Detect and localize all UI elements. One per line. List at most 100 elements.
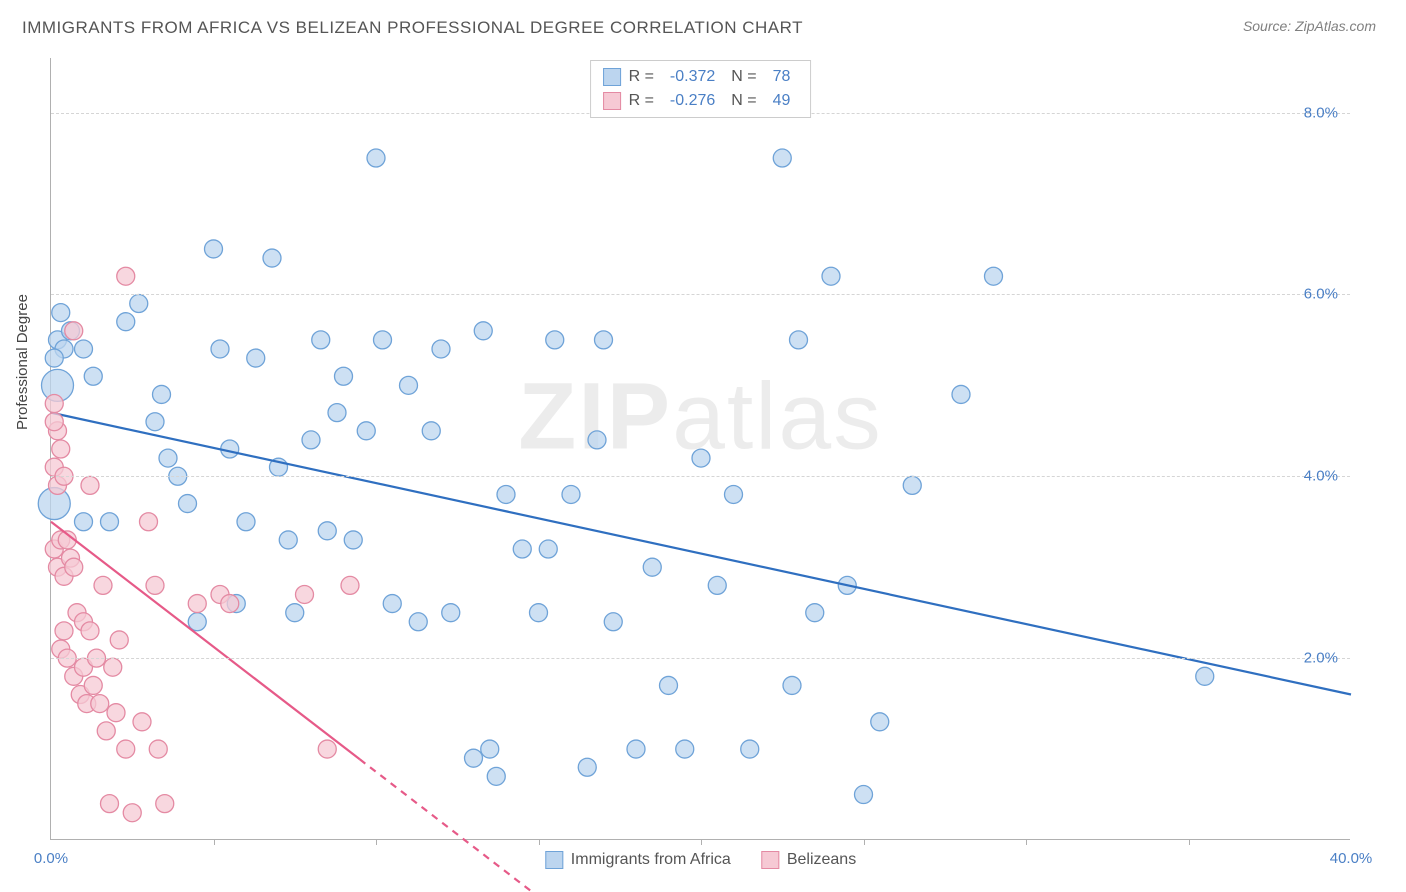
legend-item: Immigrants from Africa [545, 851, 731, 869]
data-point [790, 331, 808, 349]
data-point [513, 540, 531, 558]
data-point [97, 722, 115, 740]
data-point [130, 295, 148, 313]
data-point [65, 322, 83, 340]
data-point [442, 604, 460, 622]
data-point [156, 795, 174, 813]
data-point [110, 631, 128, 649]
data-point [237, 513, 255, 531]
legend-stat-row: R =-0.372N =78 [603, 65, 799, 89]
data-point [481, 740, 499, 758]
data-point [286, 604, 304, 622]
data-point [117, 313, 135, 331]
data-point [75, 340, 93, 358]
data-point [741, 740, 759, 758]
legend-swatch [603, 68, 621, 86]
data-point [422, 422, 440, 440]
y-tick-label: 4.0% [1304, 468, 1338, 485]
r-label: R = [629, 65, 654, 89]
data-point [335, 367, 353, 385]
x-tick [539, 839, 540, 845]
data-point [205, 240, 223, 258]
legend-swatch [761, 851, 779, 869]
data-point [221, 595, 239, 613]
data-point [159, 449, 177, 467]
data-point [45, 413, 63, 431]
x-tick [376, 839, 377, 845]
x-tick-label: 40.0% [1330, 850, 1373, 867]
data-point [539, 540, 557, 558]
data-point [595, 331, 613, 349]
scatter-svg [51, 58, 1350, 839]
gridline-h [51, 658, 1350, 659]
plot-area: ZIPatlas R =-0.372N =78R =-0.276N =49 Im… [50, 58, 1350, 840]
data-point [101, 795, 119, 813]
data-point [149, 740, 167, 758]
x-tick [1189, 839, 1190, 845]
data-point [708, 576, 726, 594]
data-point [806, 604, 824, 622]
source-prefix: Source: [1243, 18, 1295, 34]
legend-label: Belizeans [787, 851, 856, 869]
data-point [487, 767, 505, 785]
chart-title: IMMIGRANTS FROM AFRICA VS BELIZEAN PROFE… [22, 18, 803, 38]
data-point [84, 367, 102, 385]
gridline-h [51, 294, 1350, 295]
data-point [279, 531, 297, 549]
chart-header: IMMIGRANTS FROM AFRICA VS BELIZEAN PROFE… [0, 0, 1406, 46]
data-point [302, 431, 320, 449]
data-point [75, 513, 93, 531]
data-point [725, 485, 743, 503]
data-point [81, 476, 99, 494]
data-point [341, 576, 359, 594]
data-point [247, 349, 265, 367]
data-point [588, 431, 606, 449]
data-point [383, 595, 401, 613]
data-point [188, 595, 206, 613]
n-value: 78 [773, 65, 791, 89]
data-point [101, 513, 119, 531]
data-point [153, 385, 171, 403]
n-label: N = [731, 89, 756, 113]
data-point [91, 695, 109, 713]
data-point [146, 413, 164, 431]
data-point [627, 740, 645, 758]
data-point [84, 676, 102, 694]
data-point [1196, 667, 1214, 685]
x-tick [701, 839, 702, 845]
legend-item: Belizeans [761, 851, 856, 869]
data-point [318, 740, 336, 758]
trend-line [51, 522, 360, 760]
y-tick-label: 6.0% [1304, 286, 1338, 303]
data-point [52, 440, 70, 458]
data-point [117, 267, 135, 285]
data-point [374, 331, 392, 349]
data-point [104, 658, 122, 676]
data-point [328, 404, 346, 422]
data-point [409, 613, 427, 631]
data-point [123, 804, 141, 822]
data-point [52, 304, 70, 322]
n-value: 49 [773, 89, 791, 113]
data-point [432, 340, 450, 358]
data-point [773, 149, 791, 167]
legend-swatch [603, 92, 621, 110]
data-point [855, 786, 873, 804]
r-value: -0.276 [670, 89, 715, 113]
data-point [871, 713, 889, 731]
data-point [985, 267, 1003, 285]
data-point [497, 485, 515, 503]
legend-swatch [545, 851, 563, 869]
data-point [318, 522, 336, 540]
data-point [367, 149, 385, 167]
data-point [344, 531, 362, 549]
legend-stat-row: R = -0.276 N = 49 [603, 89, 799, 113]
data-point [783, 676, 801, 694]
data-point [546, 331, 564, 349]
data-point [65, 558, 83, 576]
data-point [465, 749, 483, 767]
r-label: R = [629, 89, 654, 113]
data-point [146, 576, 164, 594]
data-point [55, 622, 73, 640]
data-point [903, 476, 921, 494]
